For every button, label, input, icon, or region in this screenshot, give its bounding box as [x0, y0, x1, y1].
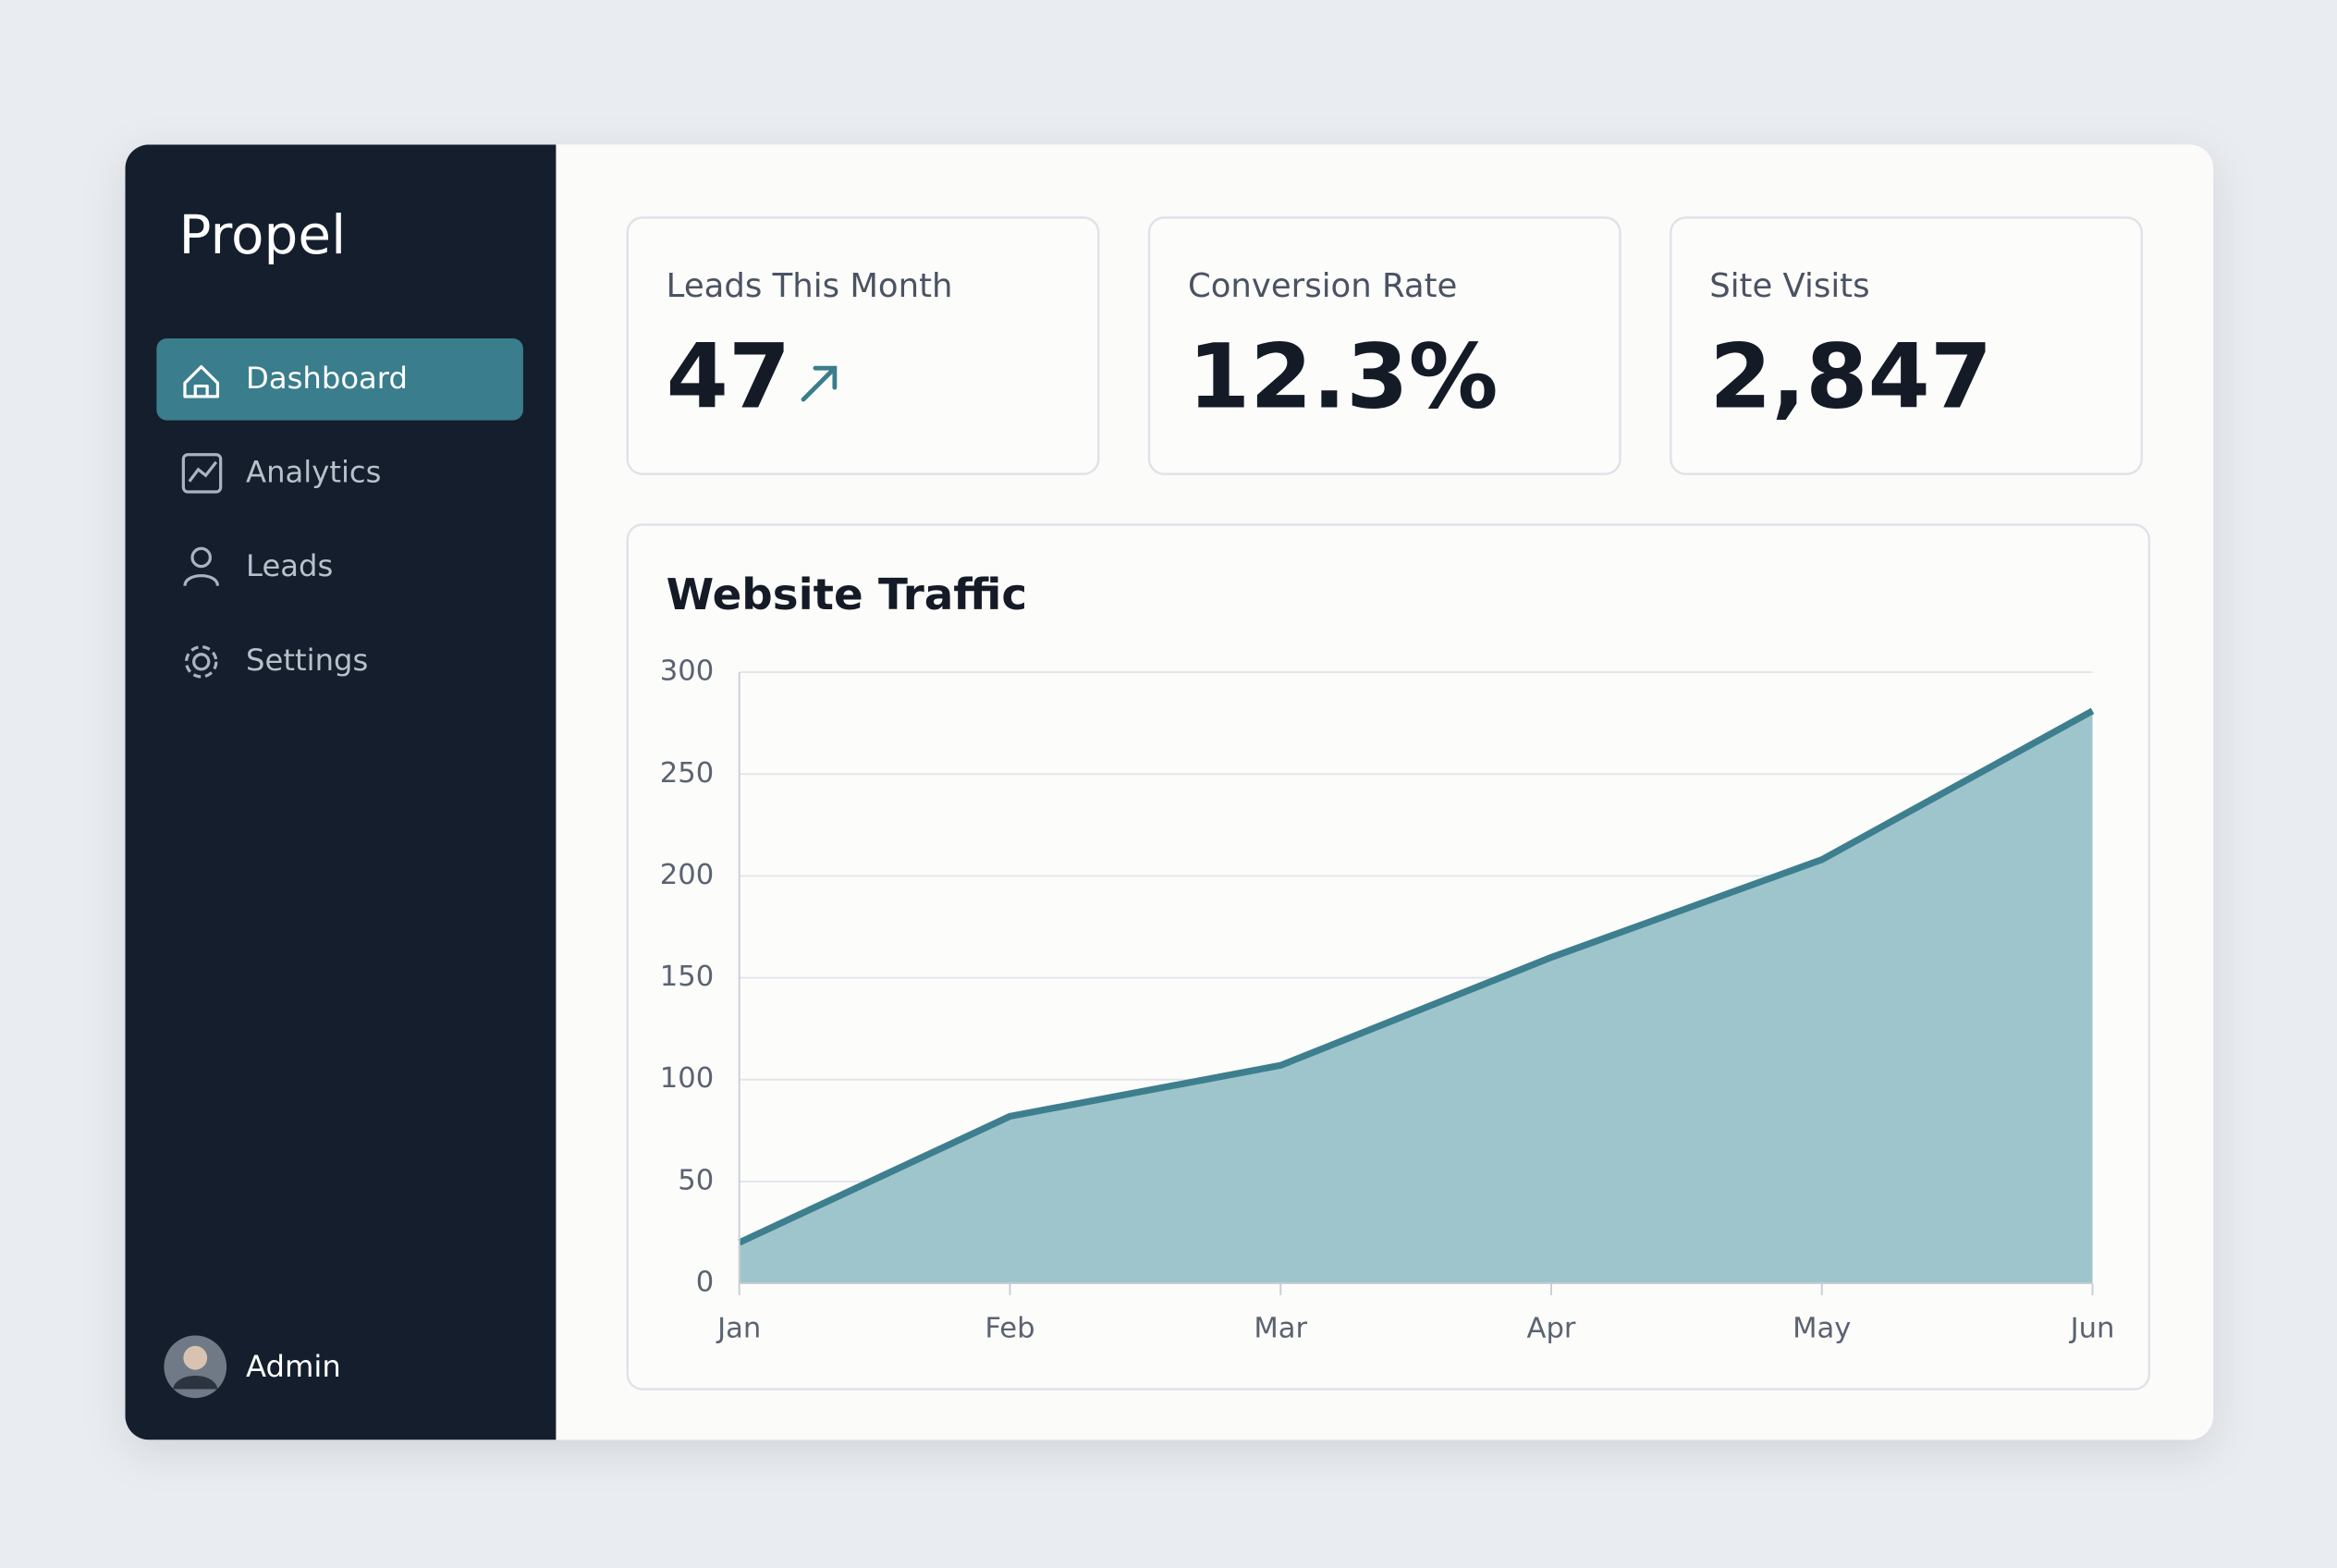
nav-item[interactable]: Analytics: [246, 455, 381, 490]
kpi-card: [1670, 216, 2143, 475]
trend-arrow: [801, 365, 838, 402]
icon-leads: [183, 546, 220, 586]
icon-settings: [184, 645, 218, 679]
nav-item[interactable]: Leads: [246, 548, 333, 583]
kpi-label: Conversion Rate: [1188, 267, 1457, 305]
kpi-label: Leads This Month: [667, 267, 953, 305]
line: [738, 707, 2095, 1246]
avatar-face: [183, 1345, 208, 1370]
nav-item[interactable]: Dashboard: [246, 361, 408, 396]
icon-analytics: [181, 453, 223, 494]
x-tick-label: May: [1793, 1313, 1851, 1345]
brand: Propel: [179, 203, 347, 266]
x-tick-label: Apr: [1527, 1313, 1576, 1345]
y-tick-label: 200: [660, 859, 714, 891]
icon-home: [183, 364, 220, 398]
y-tick-label: 50: [678, 1164, 714, 1196]
area: [739, 710, 2093, 1284]
x-tick-label: Jan: [716, 1313, 761, 1345]
nav-item[interactable]: Settings: [246, 643, 368, 678]
avatar-body: [173, 1376, 218, 1390]
y-tick-label: 250: [660, 757, 714, 790]
y-tick-label: 100: [660, 1062, 714, 1095]
y-tick-label: 0: [696, 1267, 715, 1299]
kpi-row: Leads This Month 47 Conversion Rate 12.3% Si…: [626, 216, 2143, 475]
plot: 0 50 100 150 200 250 300 Jan Feb Mar Apr May Jun: [660, 655, 2115, 1345]
x-tick-label: Mar: [1254, 1313, 1307, 1345]
kpi-card: [1147, 216, 1621, 475]
y-tick-label: 300: [660, 655, 714, 688]
user-name[interactable]: Admin: [246, 1349, 341, 1384]
kpi-value: 47: [667, 325, 791, 429]
kpi-card: [626, 216, 1100, 475]
y-tick-label: 150: [660, 961, 714, 993]
x-tick-label: Feb: [985, 1313, 1034, 1345]
kpi-value: 2,847: [1709, 325, 1992, 429]
chart-title: Website Traffic: [667, 570, 1027, 620]
x-tick-label: Jun: [2069, 1313, 2115, 1345]
kpi-label: Site Visits: [1709, 267, 1869, 305]
kpi-value: 12.3%: [1188, 325, 1499, 429]
nav-active-bg[interactable]: [156, 337, 523, 421]
